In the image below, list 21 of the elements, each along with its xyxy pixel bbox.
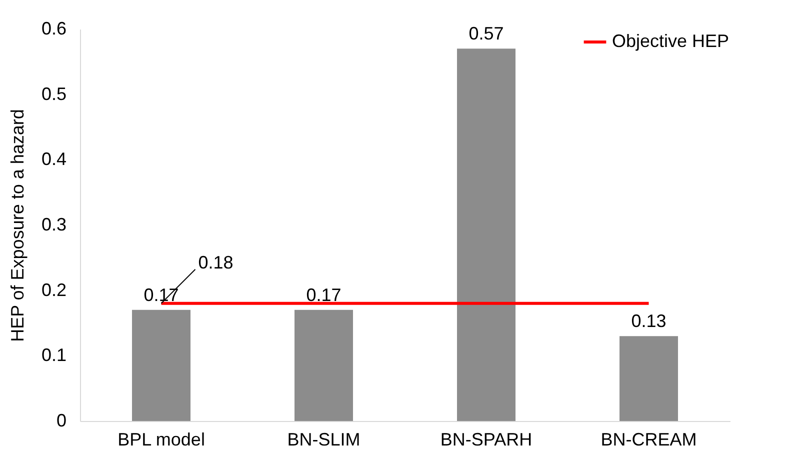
y-tick-label: 0.2 xyxy=(41,280,66,300)
y-tick-label: 0.4 xyxy=(41,149,66,170)
y-tick-label: 0 xyxy=(56,410,66,430)
y-tick-label: 0.3 xyxy=(41,214,66,234)
y-tick-label: 0.6 xyxy=(41,18,66,38)
bar xyxy=(294,310,353,421)
y-axis-title: HEP of Exposure to a hazard xyxy=(7,109,28,342)
x-tick-label: BN-SLIM xyxy=(287,430,360,450)
data-label: 0.13 xyxy=(631,311,666,332)
data-label: 0.57 xyxy=(468,24,504,44)
annotation: 0.18 xyxy=(198,252,234,272)
y-tick-label: 0.5 xyxy=(41,84,66,104)
bar xyxy=(132,310,190,421)
x-tick-label: BN-SPARH xyxy=(440,430,532,450)
data-label: 0.17 xyxy=(306,284,342,305)
legend-label: Objective HEP xyxy=(612,31,730,51)
bar xyxy=(620,336,678,421)
y-tick-label: 0.1 xyxy=(41,345,66,366)
x-tick-label: BN-CREAM xyxy=(600,430,697,450)
bar xyxy=(457,48,516,421)
x-tick-label: BPL model xyxy=(118,430,205,450)
